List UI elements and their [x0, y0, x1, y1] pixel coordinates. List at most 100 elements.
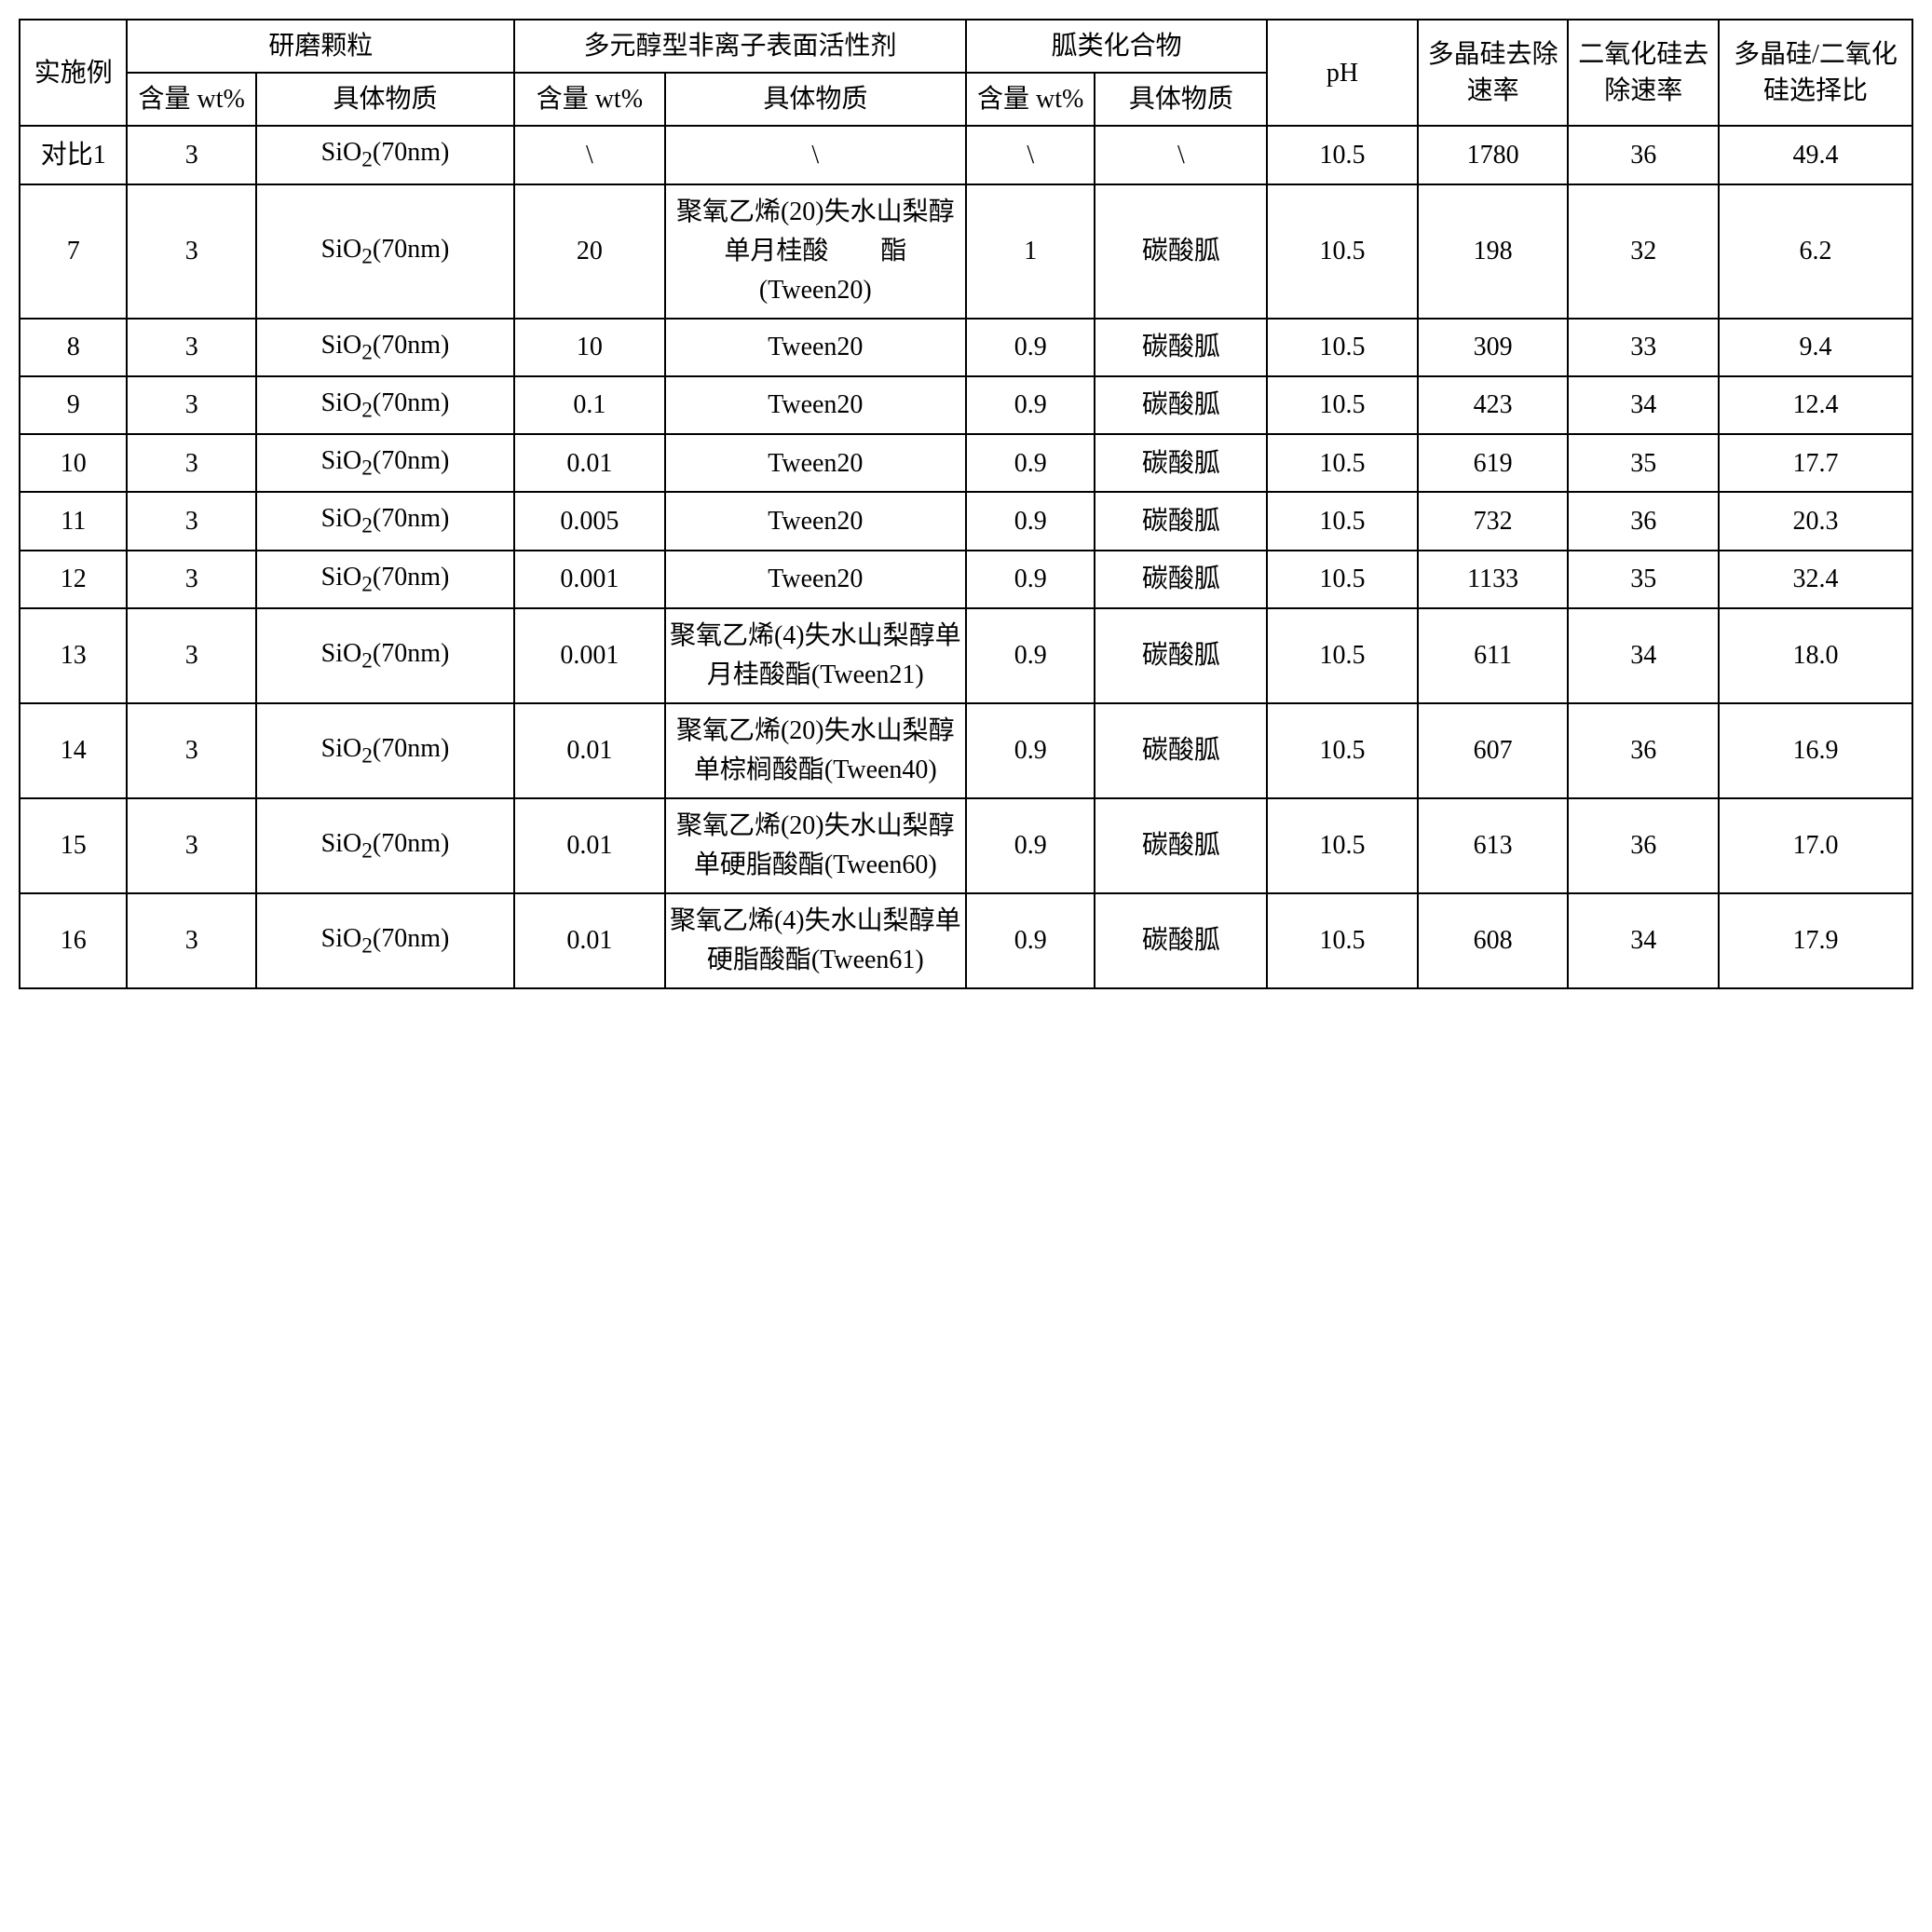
cell-poly: 309 — [1418, 319, 1569, 376]
table-row: 73SiO2(70nm)20聚氧乙烯(20)失水山梨醇单月桂酸 酯(Tween2… — [20, 184, 1912, 319]
cell-s2: \ — [665, 126, 966, 184]
data-table: 实施例 研磨颗粒 多元醇型非离子表面活性剂 胍类化合物 pH 多晶硅去除速率 二… — [19, 19, 1913, 989]
cell-ratio: 32.4 — [1719, 551, 1912, 608]
cell-ex: 10 — [20, 434, 127, 492]
cell-sio2: 32 — [1568, 184, 1719, 319]
header-ph: pH — [1267, 20, 1418, 126]
cell-c3: 0.9 — [966, 376, 1095, 434]
cell-c1: 3 — [127, 798, 256, 893]
cell-s3: 碳酸胍 — [1095, 703, 1267, 798]
cell-s3: 碳酸胍 — [1095, 184, 1267, 319]
cell-s3: 碳酸胍 — [1095, 434, 1267, 492]
cell-c1: 3 — [127, 184, 256, 319]
cell-s3: 碳酸胍 — [1095, 798, 1267, 893]
table-header: 实施例 研磨颗粒 多元醇型非离子表面活性剂 胍类化合物 pH 多晶硅去除速率 二… — [20, 20, 1912, 126]
cell-c1: 3 — [127, 893, 256, 988]
cell-s1: SiO2(70nm) — [256, 893, 514, 988]
cell-sio2: 36 — [1568, 492, 1719, 550]
cell-ph: 10.5 — [1267, 434, 1418, 492]
cell-sio2: 34 — [1568, 893, 1719, 988]
header-sio2-rate: 二氧化硅去除速率 — [1568, 20, 1719, 126]
cell-poly: 607 — [1418, 703, 1569, 798]
cell-c2: 0.001 — [514, 551, 665, 608]
cell-ratio: 49.4 — [1719, 126, 1912, 184]
cell-ex: 8 — [20, 319, 127, 376]
cell-poly: 732 — [1418, 492, 1569, 550]
cell-c1: 3 — [127, 126, 256, 184]
cell-poly: 619 — [1418, 434, 1569, 492]
cell-s3: 碳酸胍 — [1095, 492, 1267, 550]
cell-poly: 423 — [1418, 376, 1569, 434]
cell-ph: 10.5 — [1267, 376, 1418, 434]
cell-c3: 0.9 — [966, 608, 1095, 703]
cell-ph: 10.5 — [1267, 184, 1418, 319]
cell-s3: 碳酸胍 — [1095, 893, 1267, 988]
cell-c3: 0.9 — [966, 893, 1095, 988]
cell-s3: 碳酸胍 — [1095, 608, 1267, 703]
cell-ph: 10.5 — [1267, 492, 1418, 550]
cell-ph: 10.5 — [1267, 126, 1418, 184]
cell-c3: 0.9 — [966, 551, 1095, 608]
cell-c2: 0.01 — [514, 893, 665, 988]
header-ratio: 多晶硅/二氧化硅选择比 — [1719, 20, 1912, 126]
cell-ph: 10.5 — [1267, 893, 1418, 988]
header-content-wt-2: 含量 wt% — [514, 73, 665, 126]
cell-ex: 13 — [20, 608, 127, 703]
cell-s2: Tween20 — [665, 376, 966, 434]
header-guanidine: 胍类化合物 — [966, 20, 1267, 73]
cell-ratio: 18.0 — [1719, 608, 1912, 703]
cell-ph: 10.5 — [1267, 319, 1418, 376]
cell-ex: 14 — [20, 703, 127, 798]
cell-c3: 1 — [966, 184, 1095, 319]
cell-poly: 613 — [1418, 798, 1569, 893]
cell-c1: 3 — [127, 703, 256, 798]
table-row: 163SiO2(70nm)0.01聚氧乙烯(4)失水山梨醇单硬脂酸酯(Tween… — [20, 893, 1912, 988]
cell-c3: \ — [966, 126, 1095, 184]
cell-s2: 聚氧乙烯(4)失水山梨醇单月桂酸酯(Tween21) — [665, 608, 966, 703]
cell-s3: 碳酸胍 — [1095, 376, 1267, 434]
cell-ex: 16 — [20, 893, 127, 988]
cell-c3: 0.9 — [966, 434, 1095, 492]
cell-s3: 碳酸胍 — [1095, 551, 1267, 608]
table-row: 83SiO2(70nm)10Tween200.9碳酸胍10.5309339.4 — [20, 319, 1912, 376]
cell-c2: 0.001 — [514, 608, 665, 703]
cell-ex: 11 — [20, 492, 127, 550]
cell-c3: 0.9 — [966, 492, 1095, 550]
cell-poly: 1133 — [1418, 551, 1569, 608]
cell-sio2: 36 — [1568, 703, 1719, 798]
cell-ratio: 16.9 — [1719, 703, 1912, 798]
cell-sio2: 36 — [1568, 126, 1719, 184]
cell-ratio: 12.4 — [1719, 376, 1912, 434]
header-example: 实施例 — [20, 20, 127, 126]
cell-ratio: 17.0 — [1719, 798, 1912, 893]
table-row: 143SiO2(70nm)0.01聚氧乙烯(20)失水山梨醇单棕榈酸酯(Twee… — [20, 703, 1912, 798]
table-row: 93SiO2(70nm)0.1Tween200.9碳酸胍10.54233412.… — [20, 376, 1912, 434]
cell-c2: 0.01 — [514, 434, 665, 492]
cell-c1: 3 — [127, 608, 256, 703]
cell-s3: 碳酸胍 — [1095, 319, 1267, 376]
cell-ex: 15 — [20, 798, 127, 893]
cell-ratio: 17.9 — [1719, 893, 1912, 988]
cell-s1: SiO2(70nm) — [256, 551, 514, 608]
cell-c1: 3 — [127, 434, 256, 492]
cell-ex: 12 — [20, 551, 127, 608]
cell-poly: 608 — [1418, 893, 1569, 988]
cell-c3: 0.9 — [966, 319, 1095, 376]
cell-s2: Tween20 — [665, 319, 966, 376]
table-row: 123SiO2(70nm)0.001Tween200.9碳酸胍10.511333… — [20, 551, 1912, 608]
cell-sio2: 35 — [1568, 434, 1719, 492]
cell-c2: 0.1 — [514, 376, 665, 434]
cell-sio2: 36 — [1568, 798, 1719, 893]
table-row: 133SiO2(70nm)0.001聚氧乙烯(4)失水山梨醇单月桂酸酯(Twee… — [20, 608, 1912, 703]
cell-s1: SiO2(70nm) — [256, 184, 514, 319]
header-substance-2: 具体物质 — [665, 73, 966, 126]
table-row: 113SiO2(70nm)0.005Tween200.9碳酸胍10.573236… — [20, 492, 1912, 550]
table-row: 153SiO2(70nm)0.01聚氧乙烯(20)失水山梨醇单硬脂酸酯(Twee… — [20, 798, 1912, 893]
cell-ratio: 17.7 — [1719, 434, 1912, 492]
cell-c2: 0.01 — [514, 798, 665, 893]
cell-c3: 0.9 — [966, 798, 1095, 893]
cell-c2: 20 — [514, 184, 665, 319]
cell-s3: \ — [1095, 126, 1267, 184]
cell-sio2: 33 — [1568, 319, 1719, 376]
cell-ratio: 9.4 — [1719, 319, 1912, 376]
